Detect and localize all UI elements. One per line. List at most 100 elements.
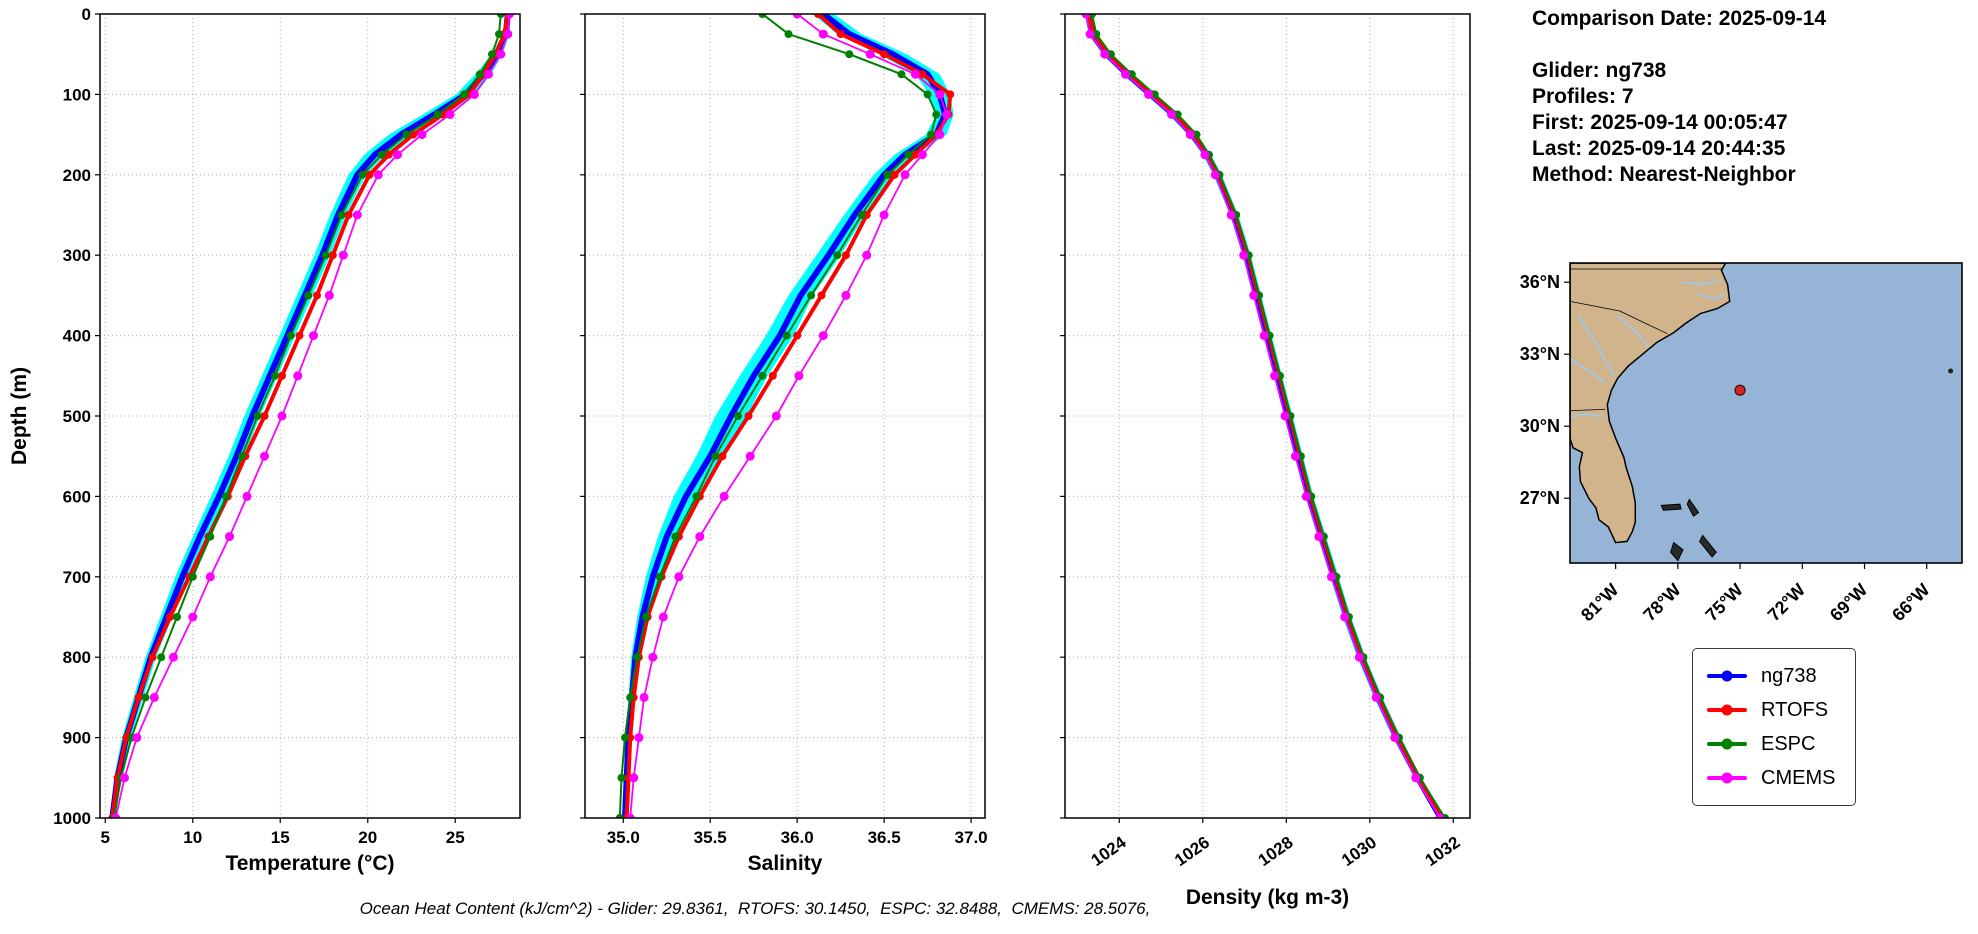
coastline-land [1570, 263, 1731, 544]
island [1686, 498, 1700, 517]
RTOFS-marker [890, 170, 899, 179]
ESPC-marker [253, 412, 262, 420]
y-tick-label: 800 [63, 648, 91, 667]
CMEMS-marker [792, 14, 802, 19]
map-frame [1569, 262, 1963, 564]
map-lon-tick-label: 78°W [1639, 580, 1684, 625]
CMEMS-marker [120, 773, 129, 783]
RTOFS-marker [148, 653, 157, 662]
map-lat-tick-label: 36°N [1520, 272, 1560, 292]
CMEMS-marker [1259, 331, 1269, 341]
ESPC-marker [1192, 130, 1201, 139]
ESPC-marker [188, 572, 197, 581]
ESPC-marker [617, 773, 626, 782]
ESPC-marker [141, 693, 150, 702]
ESPC-marker [157, 653, 166, 662]
CMEMS-marker [445, 110, 455, 119]
CMEMS-marker [910, 69, 920, 79]
first-profile-time-text: First: 2025-09-14 00:05:47 [1532, 111, 1788, 134]
ohc-note: Ocean Heat Content (kJ/cm^2) - Glider: 2… [359, 899, 1151, 918]
x-tick-label: 15 [271, 828, 290, 847]
CMEMS-marker [818, 331, 828, 341]
CMEMS-marker [205, 572, 215, 582]
ESPC-marker [655, 572, 664, 581]
CMEMS-line [1085, 14, 1441, 818]
ESPC-marker [845, 50, 854, 59]
ESPC-marker [237, 452, 246, 461]
x-tick-label: 1028 [1255, 833, 1297, 870]
ESPC-marker [927, 130, 936, 139]
ESPC-marker [782, 331, 791, 340]
ESPC-marker [1092, 30, 1101, 39]
state-border [1570, 301, 1668, 335]
ESPC-marker [758, 371, 767, 380]
ESPC-marker [621, 733, 629, 742]
CMEMS-marker [1280, 411, 1290, 421]
river [1681, 278, 1720, 286]
CMEMS-marker [648, 652, 658, 662]
CMEMS-marker [1200, 150, 1210, 160]
glider-name-text: Glider: ng738 [1532, 59, 1667, 82]
CMEMS-marker [629, 773, 639, 783]
CMEMS-marker [352, 210, 362, 220]
ESPC-marker [897, 70, 906, 79]
map-lat-tick-label: 30°N [1520, 416, 1560, 436]
ESPC-marker [402, 130, 411, 139]
CMEMS-marker [293, 371, 303, 381]
ESPC-marker [758, 14, 767, 18]
CMEMS-marker [1226, 210, 1236, 220]
CMEMS-marker [1314, 532, 1324, 542]
RTOFS-marker [946, 90, 955, 99]
ESPC-marker [784, 30, 793, 39]
ESPC-marker [1150, 90, 1159, 99]
x-tick-label: 1032 [1422, 833, 1464, 870]
x-tick-label: 25 [446, 828, 465, 847]
ESPC-marker [615, 814, 624, 818]
CMEMS-marker [1390, 733, 1400, 743]
CMEMS-marker [1340, 612, 1350, 622]
density-axis-label: Density (kg m-3) [1186, 886, 1349, 909]
CMEMS-marker [503, 29, 513, 39]
legend-entry-ng738: ng738 [1707, 659, 1835, 693]
CMEMS-marker [935, 130, 945, 140]
ESPC-marker [495, 30, 503, 39]
CMEMS-marker [470, 89, 479, 99]
panel-temperature: 5 10 15 20 25 0 100 200 300 400 500 600 700 800 900 100… [53, 5, 521, 875]
CMEMS-marker [484, 69, 493, 79]
last-profile-time-text: Last: 2025-09-14 20:44:35 [1532, 137, 1786, 160]
island [1948, 368, 1954, 374]
y-tick-label: 900 [63, 729, 91, 748]
legend-label: CMEMS [1761, 766, 1836, 789]
CMEMS-marker [841, 290, 851, 300]
panel-salinity: 35.0 35.5 36.0 36.5 37.0 Salinity [580, 13, 988, 875]
CMEMS-marker [935, 89, 945, 99]
legend-entry-RTOFS: RTOFS [1707, 693, 1835, 727]
x-tick-label: 35.0 [607, 828, 640, 847]
CMEMS-marker [132, 733, 142, 743]
RTOFS-marker [911, 150, 920, 159]
x-tick-label: 1024 [1088, 832, 1130, 870]
salinity-axis-label: Salinity [748, 852, 823, 875]
ESPC-marker [904, 150, 913, 159]
RTOFS-marker [836, 30, 845, 39]
y-tick-label: 300 [63, 246, 91, 265]
RTOFS-marker [344, 211, 353, 219]
island [1660, 503, 1682, 511]
river [1698, 293, 1725, 301]
CMEMS-marker [634, 733, 644, 743]
RTOFS-marker [384, 150, 393, 159]
ESPC-marker [807, 291, 816, 300]
ng738-envelope [622, 14, 954, 818]
RTOFS-marker [744, 412, 753, 420]
CMEMS-marker [111, 813, 121, 818]
legend: ng738 RTOFS ESPC CMEMS [1692, 648, 1857, 806]
ESPC-marker [496, 14, 505, 18]
CMEMS-marker [639, 692, 649, 702]
y-tick-label: 0 [82, 5, 91, 24]
CMEMS-marker [1085, 29, 1095, 39]
CMEMS-marker [1249, 290, 1259, 300]
CMEMS-marker [695, 532, 705, 542]
x-tick-label: 1026 [1171, 833, 1213, 870]
ESPC-marker [734, 412, 742, 420]
